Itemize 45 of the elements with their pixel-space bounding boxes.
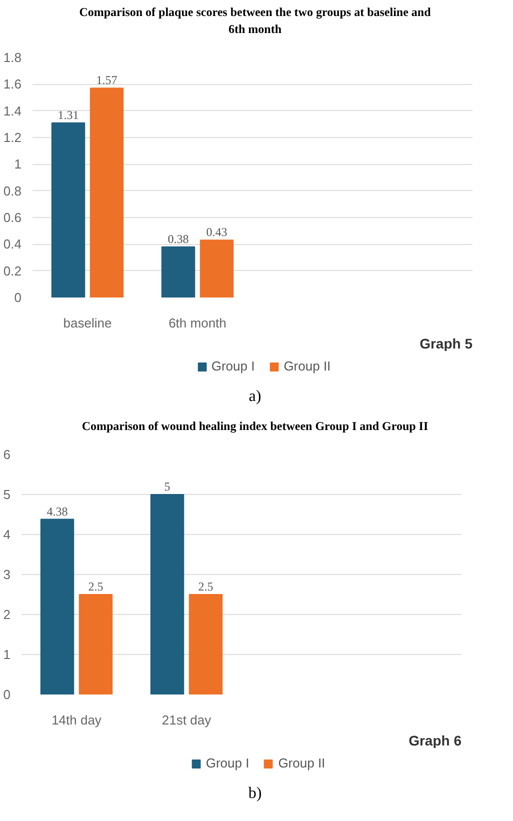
- bar: [78, 594, 113, 695]
- chart-title: Comparison of plaque scores between the two groups at baseline and 6th month: [79, 4, 431, 38]
- text: b): [248, 784, 262, 804]
- y-tick-label: 1: [14, 156, 22, 172]
- y-tick-label: 5: [3, 487, 11, 502]
- legend-label: Group I: [206, 756, 250, 771]
- x-tick-label: baseline: [63, 316, 112, 331]
- data-label: 5: [164, 480, 170, 494]
- bar: [161, 246, 196, 298]
- data-label: 1.31: [58, 108, 79, 122]
- y-tick-label: 0: [3, 687, 11, 702]
- y-tick-label: 0.8: [3, 184, 22, 199]
- bar: [51, 122, 86, 298]
- bar: [40, 519, 74, 695]
- text: a): [248, 387, 262, 408]
- bar: [150, 494, 184, 695]
- legend-label: Group II: [284, 358, 331, 374]
- y-tick-label: 0: [14, 290, 22, 306]
- data-label: 1.57: [96, 73, 118, 88]
- bar: [188, 594, 223, 695]
- data-label: 0.43: [206, 225, 228, 240]
- x-tick-label: 21st day: [162, 712, 212, 728]
- data-label: 0.38: [168, 232, 189, 246]
- data-label: 4.38: [46, 504, 68, 519]
- y-tick-label: 6: [3, 447, 11, 462]
- legend-label: Group II: [278, 756, 326, 771]
- data-label: 2.5: [88, 580, 104, 594]
- y-tick-label: 0.6: [3, 210, 22, 226]
- y-tick-label: 1.6: [3, 76, 22, 92]
- bar: [90, 88, 124, 298]
- y-tick-label: 2: [3, 607, 11, 622]
- y-tick-label: 1.4: [3, 104, 22, 119]
- y-tick-label: 4: [3, 527, 11, 542]
- data-label: 2.5: [198, 580, 214, 594]
- y-tick-label: 0.2: [3, 264, 22, 279]
- x-tick-label: 6th month: [168, 316, 226, 331]
- legend-label: Group I: [211, 358, 255, 374]
- chart-title: Comparison of wound healing index between Group I and Group II: [82, 418, 428, 436]
- bar: [200, 240, 234, 298]
- x-tick-label: 14th day: [52, 712, 102, 728]
- y-tick-label: 3: [3, 567, 11, 582]
- y-tick-label: 1: [3, 647, 11, 662]
- y-tick-label: 1.2: [3, 130, 22, 146]
- y-tick-label: 1.8: [3, 50, 22, 66]
- y-tick-label: 0.4: [3, 236, 22, 252]
